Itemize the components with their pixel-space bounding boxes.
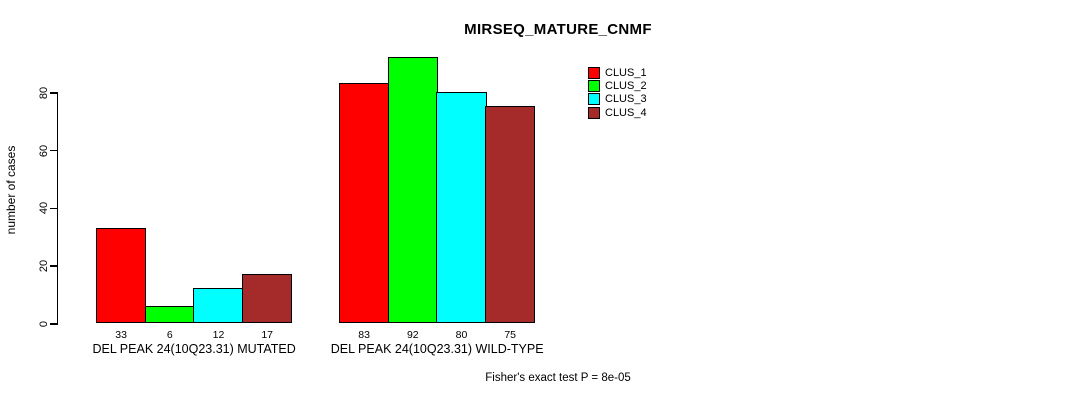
bar-clus_1-group1 xyxy=(96,227,147,323)
bar-value-label: 6 xyxy=(166,329,173,341)
y-tick-label: 40 xyxy=(38,202,50,215)
chart-title: MIRSEQ_MATURE_CNMF xyxy=(464,21,652,38)
bar-value-label: 80 xyxy=(455,329,468,341)
bar-clus_3-group2 xyxy=(436,92,487,323)
legend-label: CLUS_3 xyxy=(605,93,647,106)
y-axis-line xyxy=(56,92,58,325)
bar-value-label: 75 xyxy=(504,329,517,341)
bar-clus_2-group2 xyxy=(387,57,438,323)
legend-label: CLUS_1 xyxy=(605,66,647,79)
legend-label: CLUS_2 xyxy=(605,80,647,93)
y-tick-label: 80 xyxy=(38,86,50,99)
y-tick-mark xyxy=(49,207,57,209)
bar-value-label: 92 xyxy=(406,329,419,341)
y-tick-mark xyxy=(49,92,57,94)
legend-swatch xyxy=(588,93,600,106)
fisher-test-note: Fisher's exact test P = 8e-05 xyxy=(485,372,631,384)
bar-value-label: 33 xyxy=(115,329,127,341)
legend-item-clus_2: CLUS_2 xyxy=(588,79,647,93)
legend-item-clus_1: CLUS_1 xyxy=(588,66,647,79)
bar-clus_4-group1 xyxy=(242,273,293,323)
group-label: DEL PEAK 24(10Q23.31) WILD-TYPE xyxy=(330,342,544,356)
bar-clus_4-group2 xyxy=(485,106,536,323)
y-axis-label: number of cases xyxy=(4,145,18,235)
legend-item-clus_3: CLUS_3 xyxy=(588,93,647,106)
group-label: DEL PEAK 24(10Q23.31) MUTATED xyxy=(92,342,296,356)
y-tick-mark xyxy=(49,323,57,325)
y-tick-label: 0 xyxy=(38,320,50,327)
bar-value-label: 17 xyxy=(261,329,274,341)
y-tick-mark xyxy=(49,265,57,267)
legend-swatch xyxy=(588,66,600,79)
bar-value-label: 12 xyxy=(212,329,225,341)
bar-value-label: 83 xyxy=(358,329,370,341)
bar-clus_3-group1 xyxy=(193,288,244,323)
legend-label: CLUS_4 xyxy=(605,106,647,119)
legend-item-clus_4: CLUS_4 xyxy=(588,106,647,119)
legend-swatch xyxy=(588,80,600,93)
bar-clus_2-group1 xyxy=(144,305,195,323)
legend-swatch xyxy=(588,106,600,119)
bar-clus_1-group2 xyxy=(339,83,390,323)
y-tick-mark xyxy=(49,149,57,152)
legend: CLUS_1 CLUS_2 CLUS_3 CLUS_4 xyxy=(588,66,647,120)
y-tick-label: 60 xyxy=(38,144,50,157)
y-tick-label: 20 xyxy=(38,259,50,273)
